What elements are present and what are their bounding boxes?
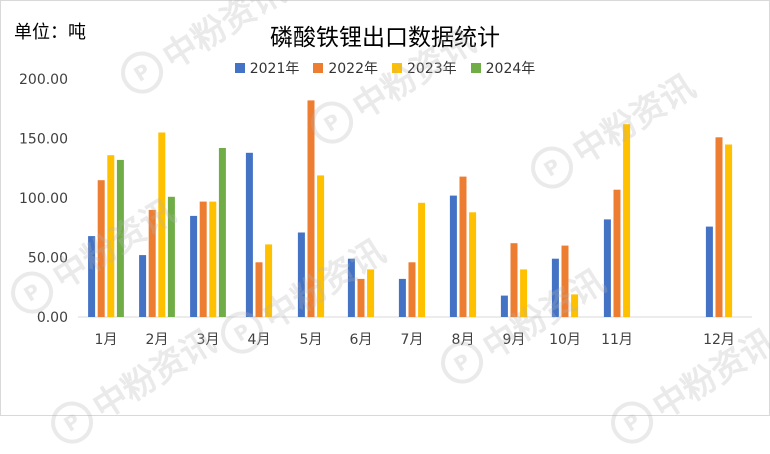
bar-2021年-10月 bbox=[551, 258, 559, 317]
bar-2023年-2月 bbox=[158, 132, 166, 317]
legend-item: 2021年 bbox=[234, 58, 300, 78]
bar-2024年-3月 bbox=[218, 148, 226, 317]
bar-2021年-6月 bbox=[347, 258, 355, 317]
bar-2022年-12月 bbox=[715, 137, 723, 317]
legend-swatch bbox=[234, 63, 245, 73]
x-tick-label: 6月 bbox=[350, 332, 373, 348]
legend-label: 2021年 bbox=[249, 61, 300, 77]
bar-2022年-7月 bbox=[408, 262, 416, 317]
x-tick-label: 4月 bbox=[248, 332, 271, 348]
bar-2023年-6月 bbox=[367, 269, 375, 317]
bar-2023年-12月 bbox=[725, 144, 733, 317]
chart-title: 磷酸铁锂出口数据统计 bbox=[270, 25, 500, 51]
x-tick-label: 11月 bbox=[601, 332, 633, 348]
legend-item: 2022年 bbox=[313, 58, 378, 78]
legend-item: 2023年 bbox=[392, 58, 457, 78]
bar-chart: 0.00 50.00 100.00 150.00 200.00 1月 2月 3月 4月 5月 6月 7… bbox=[19, 72, 752, 348]
bar-2023年-5月 bbox=[317, 175, 325, 317]
bar-2021年-2月 bbox=[139, 255, 147, 317]
legend-label: 2024年 bbox=[485, 61, 536, 77]
bar-2022年-4月 bbox=[255, 262, 263, 317]
x-tick-label: 1月 bbox=[95, 332, 118, 348]
y-tick-label: 150.00 bbox=[19, 132, 68, 148]
x-tick-label: 12月 bbox=[703, 332, 735, 348]
bar-2023年-8月 bbox=[469, 212, 477, 317]
bar-2022年-8月 bbox=[459, 176, 467, 317]
bar-2021年-3月 bbox=[190, 215, 198, 317]
x-tick-label: 5月 bbox=[300, 332, 323, 348]
x-tick-label: 2月 bbox=[146, 332, 169, 348]
legend-swatch bbox=[470, 63, 481, 73]
bar-2023年-7月 bbox=[418, 202, 426, 317]
bar-2024年-2月 bbox=[167, 196, 175, 317]
y-tick-label: 50.00 bbox=[28, 251, 68, 267]
legend-swatch bbox=[313, 63, 324, 73]
bar-2021年-12月 bbox=[705, 226, 713, 317]
bar-2021年-5月 bbox=[297, 232, 305, 317]
bar-2021年-11月 bbox=[603, 219, 611, 317]
bar-2022年-9月 bbox=[510, 243, 518, 317]
bar-2021年-9月 bbox=[500, 295, 508, 317]
x-tick-label: 8月 bbox=[452, 332, 475, 348]
bar-2023年-3月 bbox=[209, 201, 217, 317]
bar-2021年-8月 bbox=[449, 195, 457, 317]
bar-2022年-11月 bbox=[613, 189, 621, 317]
x-tick-label: 7月 bbox=[401, 332, 424, 348]
legend-label: 2022年 bbox=[328, 61, 378, 77]
bar-2024年-1月 bbox=[116, 159, 124, 317]
bar-2023年-1月 bbox=[107, 155, 115, 317]
bar-2022年-2月 bbox=[148, 209, 156, 317]
legend: 2021年 2022年 2023年 2024年 bbox=[0, 58, 770, 78]
bar-2022年-1月 bbox=[97, 180, 105, 317]
x-tick-label: 9月 bbox=[503, 332, 526, 348]
bar-2021年-4月 bbox=[245, 152, 253, 317]
bar-2023年-4月 bbox=[265, 244, 273, 317]
y-tick-label: 100.00 bbox=[19, 191, 68, 207]
unit-label: 单位：吨 bbox=[14, 22, 86, 43]
legend-swatch bbox=[392, 63, 402, 73]
x-tick-label: 3月 bbox=[197, 332, 220, 348]
bar-2022年-10月 bbox=[561, 245, 569, 317]
legend-item: 2024年 bbox=[470, 58, 536, 78]
bar-2022年-5月 bbox=[307, 100, 315, 318]
bar-2022年-3月 bbox=[199, 201, 207, 317]
bar-2022年-6月 bbox=[357, 278, 365, 317]
bar-2021年-7月 bbox=[398, 278, 406, 317]
chart-frame bbox=[0, 0, 770, 416]
y-tick-label: 200.00 bbox=[19, 72, 68, 88]
bar-2023年-11月 bbox=[623, 124, 631, 317]
bar-2023年-9月 bbox=[520, 269, 528, 317]
legend-label: 2023年 bbox=[407, 61, 457, 77]
x-tick-label: 10月 bbox=[549, 332, 581, 348]
bar-2023年-10月 bbox=[571, 294, 579, 317]
bar-2021年-1月 bbox=[88, 236, 96, 317]
y-tick-label: 0.00 bbox=[37, 310, 68, 326]
